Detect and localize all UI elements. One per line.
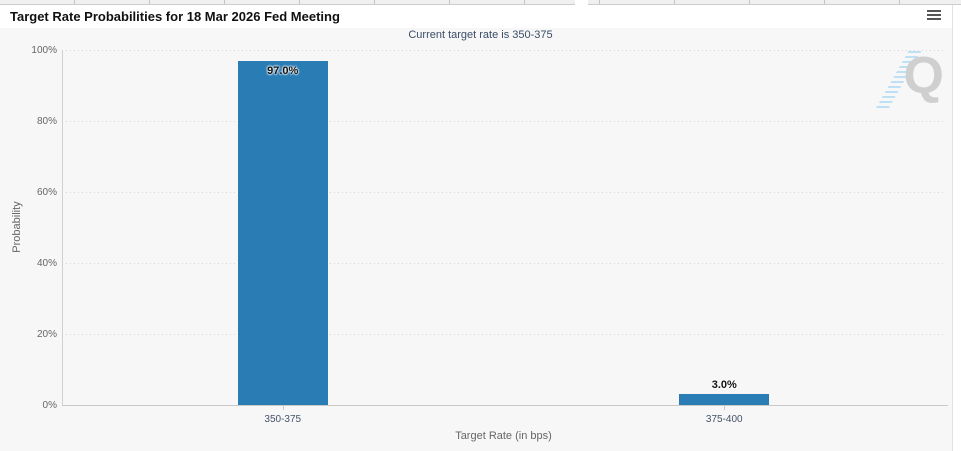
x-category-label: 350-375 bbox=[264, 414, 302, 425]
chart-subtitle: Current target rate is 350-375 bbox=[408, 29, 553, 41]
bar-value-label: 97.0% bbox=[267, 64, 299, 77]
chart-title: Target Rate Probabilities for 18 Mar 202… bbox=[10, 9, 340, 24]
plot-background bbox=[0, 28, 952, 451]
quikstrike-logo: Q bbox=[868, 47, 946, 110]
page-right-gutter bbox=[952, 0, 961, 451]
y-axis-title: Probability bbox=[11, 201, 23, 253]
y-tick-label: 40% bbox=[36, 258, 57, 269]
bar-375-400[interactable] bbox=[679, 394, 770, 405]
y-tick-label: 60% bbox=[36, 187, 57, 198]
hamburger-icon bbox=[927, 14, 941, 16]
y-gridline bbox=[62, 334, 945, 335]
active-tab-edge bbox=[575, 0, 588, 6]
x-tick-mark bbox=[724, 405, 726, 410]
y-gridline bbox=[62, 263, 945, 264]
y-gridline bbox=[62, 50, 945, 51]
y-tick-label: 20% bbox=[36, 329, 57, 340]
x-axis-line bbox=[62, 405, 948, 406]
y-tick-label: 0% bbox=[42, 400, 57, 411]
hamburger-icon bbox=[927, 18, 941, 20]
bar-value-label: 3.0% bbox=[711, 379, 737, 392]
y-gridline bbox=[62, 192, 945, 193]
y-tick-label: 80% bbox=[36, 116, 57, 127]
top-tabs-strip[interactable] bbox=[0, 0, 961, 6]
x-category-label: 375-400 bbox=[705, 414, 743, 425]
bar-350-375[interactable] bbox=[237, 60, 328, 405]
hamburger-icon bbox=[927, 10, 941, 12]
chart-header: Target Rate Probabilities for 18 Mar 202… bbox=[0, 6, 951, 28]
y-gridline bbox=[62, 121, 945, 122]
chart-menu-button[interactable] bbox=[927, 10, 941, 22]
x-axis-title: Target Rate (in bps) bbox=[455, 430, 552, 442]
x-tick-mark bbox=[282, 405, 284, 410]
y-tick-label: 100% bbox=[31, 45, 57, 56]
y-axis-line bbox=[62, 50, 63, 405]
logo-q-letter: Q bbox=[903, 47, 944, 105]
